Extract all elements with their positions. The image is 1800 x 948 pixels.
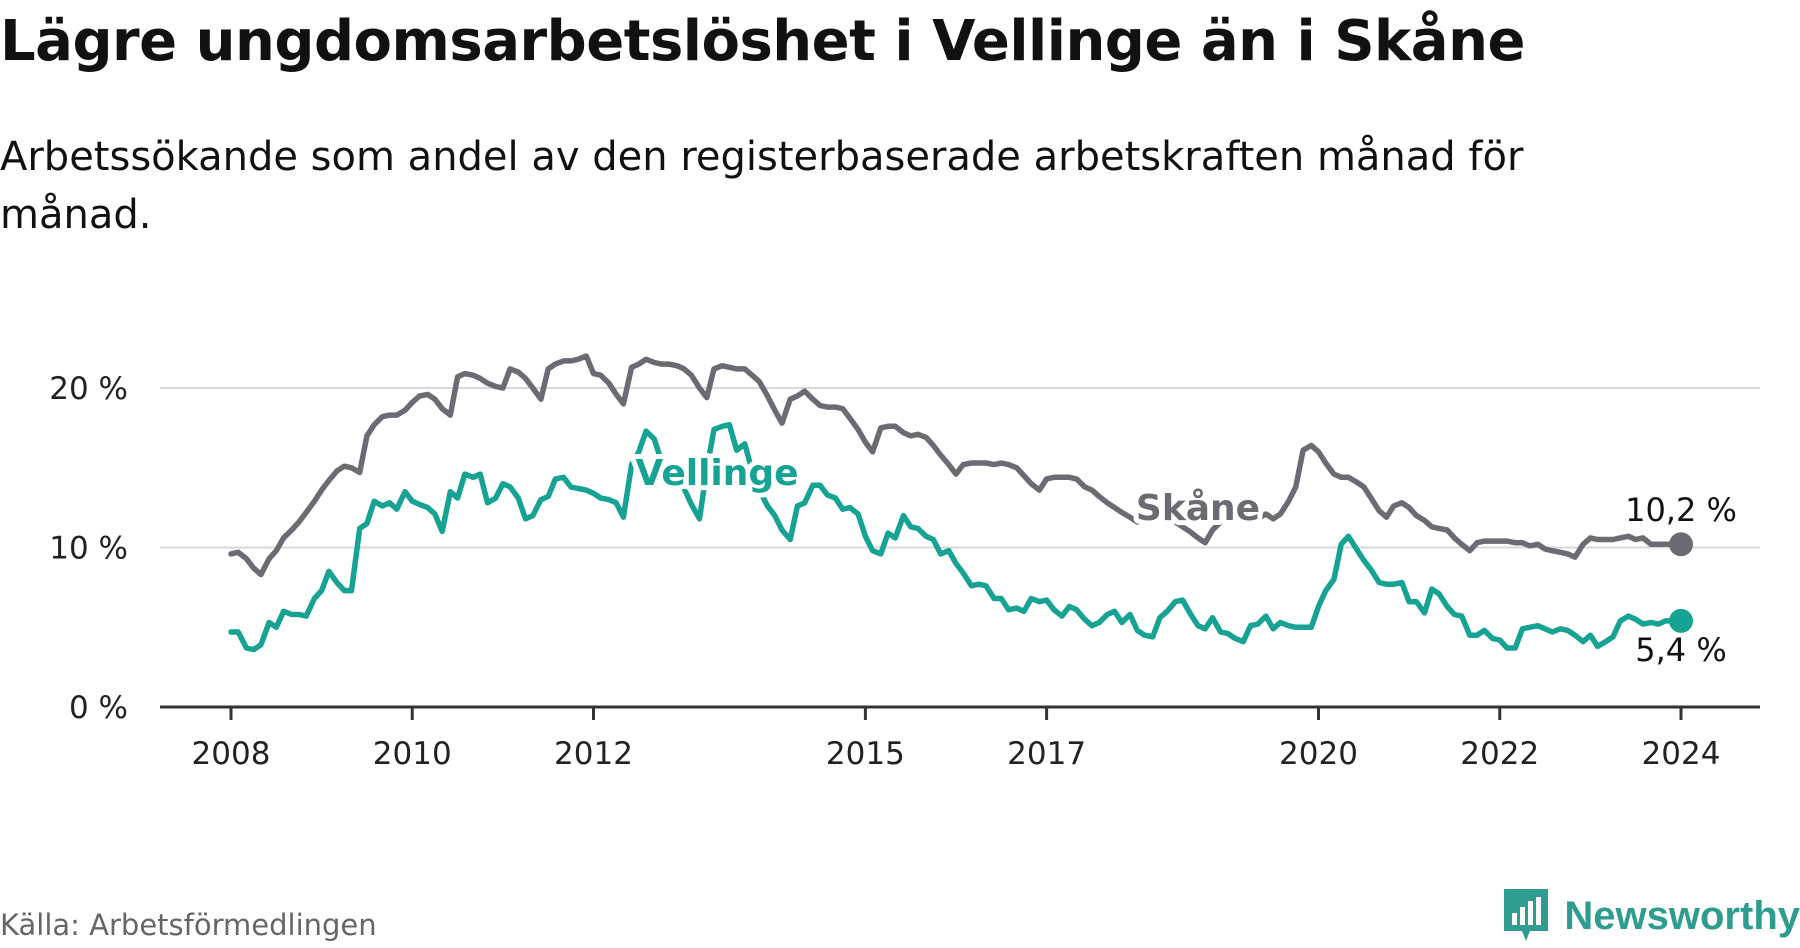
x-tick-label: 2022 — [1460, 736, 1539, 772]
series-label-vellinge: Vellinge — [635, 453, 798, 494]
end-value-label-vellinge: 5,4 % — [1635, 631, 1726, 669]
x-tick-label: 2024 — [1642, 736, 1721, 772]
x-tick-label: 2010 — [373, 736, 452, 772]
brand-logo: Newsworthy — [1500, 885, 1800, 947]
chart-subtitle: Arbetssökande som andel av den registerb… — [0, 134, 1524, 238]
series-labels: Skåne Vellinge 10,2 % 5,4 % — [630, 448, 1737, 669]
x-axis-ticks: 2008 2010 2012 2015 2017 2020 2022 2024 — [192, 707, 1721, 772]
newsworthy-logo-icon — [1504, 889, 1549, 941]
source-credit: Källa: Arbetsförmedlingen — [0, 908, 377, 942]
series-line-vellinge — [228, 421, 1684, 653]
series-line-skane — [228, 353, 1654, 578]
y-tick-label: 20 % — [49, 371, 128, 407]
chart-title: Lägre ungdomsarbetslöshet i Vellinge än … — [0, 9, 1525, 74]
y-tick-label: 10 % — [49, 531, 128, 567]
x-tick-label: 2012 — [554, 736, 633, 772]
x-tick-label: 2017 — [1007, 736, 1086, 772]
y-tick-label: 0 % — [69, 690, 128, 726]
gridlines — [160, 387, 1760, 549]
end-marker-vellinge — [1669, 608, 1693, 633]
brand-name: Newsworthy — [1564, 893, 1800, 938]
x-tick-label: 2020 — [1279, 736, 1358, 772]
end-marker-skane — [1669, 532, 1693, 557]
line-chart: 0 % 10 % 20 % 2008 2010 2012 2015 2017 2020 2022… — [49, 353, 1760, 772]
y-axis-labels: 0 % 10 % 20 % — [49, 371, 128, 726]
end-value-label-skane: 10,2 % — [1625, 491, 1737, 529]
series-lines — [228, 353, 1684, 653]
series-label-skane: Skåne — [1136, 488, 1260, 529]
x-tick-label: 2015 — [826, 736, 905, 772]
x-tick-label: 2008 — [192, 736, 271, 772]
